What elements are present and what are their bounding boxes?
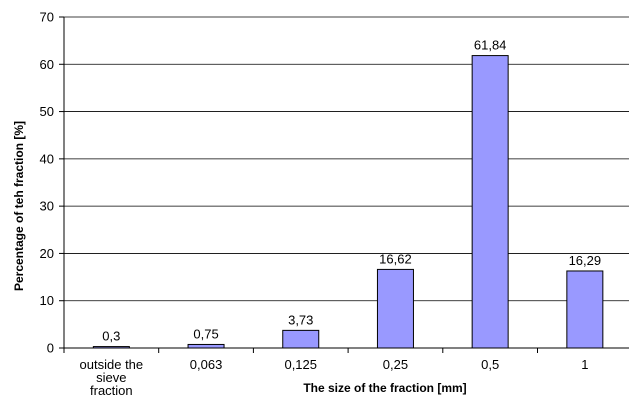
data-label: 61,84 <box>474 38 507 53</box>
y-tick-label: 60 <box>40 57 54 72</box>
x-tick-label: 1 <box>581 357 588 372</box>
bars <box>93 56 629 348</box>
bar <box>567 271 603 348</box>
y-tick-label: 10 <box>40 293 54 308</box>
gridlines <box>59 17 629 348</box>
x-tick-label: outside the sieve fraction <box>80 357 144 396</box>
y-tick-label: 70 <box>40 10 54 25</box>
axes <box>64 17 629 353</box>
data-label: 16,62 <box>379 251 412 266</box>
bar <box>188 344 224 348</box>
bar <box>472 56 508 348</box>
data-label: 0,75 <box>193 326 218 341</box>
y-tick-label: 20 <box>40 246 54 261</box>
x-tick-label: 0,25 <box>383 357 408 372</box>
x-tick-label: 0,063 <box>190 357 223 372</box>
y-tick-label: 0 <box>47 341 54 356</box>
y-tick-label: 50 <box>40 104 54 119</box>
bar <box>377 269 413 348</box>
x-axis-title: The size of the fraction [mm] <box>303 381 466 395</box>
y-tick-label: 40 <box>40 151 54 166</box>
data-label: 3,73 <box>288 312 313 327</box>
data-label: 16,29 <box>569 253 602 268</box>
bar <box>283 330 319 348</box>
y-axis-title: Percentage of teh fraction [%] <box>12 121 26 291</box>
data-label: 0,3 <box>102 329 120 344</box>
y-tick-labels: 0 10 20 30 40 50 60 70 <box>40 10 54 356</box>
y-tick-label: 30 <box>40 199 54 214</box>
x-tick-label: 0,125 <box>284 357 317 372</box>
x-tick-label: 0,5 <box>481 357 499 372</box>
